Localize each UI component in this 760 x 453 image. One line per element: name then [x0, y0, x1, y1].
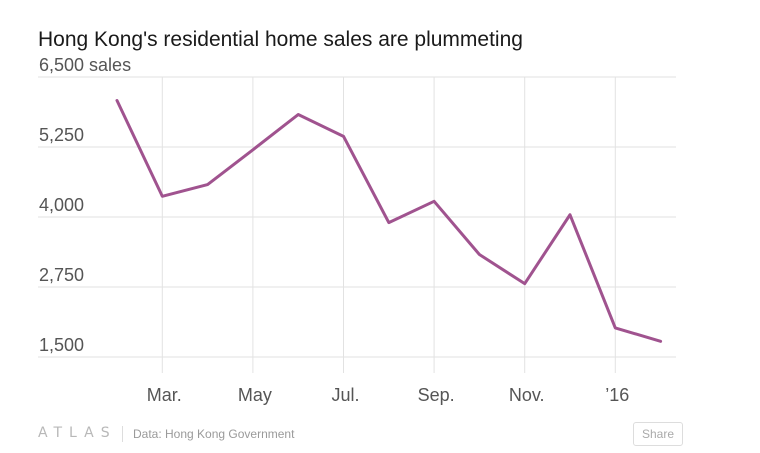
chart-footer: ATLAS Data: Hong Kong Government Share [38, 420, 684, 448]
y-axis-tick-labels: 1,500 2,750 4,000 5,250 6,500 sales [39, 55, 131, 355]
x-tick-label: Jul. [331, 385, 359, 405]
source-note: Data: Hong Kong Government [133, 427, 295, 441]
x-tick-label: ’16 [605, 385, 629, 405]
x-tick-label: May [238, 385, 272, 405]
y-tick-label: 6,500 sales [39, 55, 131, 75]
chart-title: Hong Kong's residential home sales are p… [38, 28, 523, 51]
x-axis-tick-labels: Mar. May Jul. Sep. Nov. ’16 [147, 385, 630, 405]
series-group [115, 99, 663, 343]
share-button[interactable]: Share [633, 422, 684, 446]
y-tick-label: 2,750 [39, 265, 84, 285]
x-grid-lines [161, 77, 616, 373]
atlas-logo[interactable]: ATLAS [38, 425, 117, 441]
series-line [115, 99, 663, 343]
y-tick-label: 4,000 [39, 195, 84, 215]
x-tick-label: Mar. [147, 385, 182, 405]
y-tick-label: 5,250 [39, 125, 84, 145]
footer-divider [122, 426, 123, 442]
x-tick-label: Nov. [509, 385, 545, 405]
y-tick-label: 1,500 [39, 335, 84, 355]
x-tick-label: Sep. [418, 385, 455, 405]
grid-lines [38, 76, 676, 358]
